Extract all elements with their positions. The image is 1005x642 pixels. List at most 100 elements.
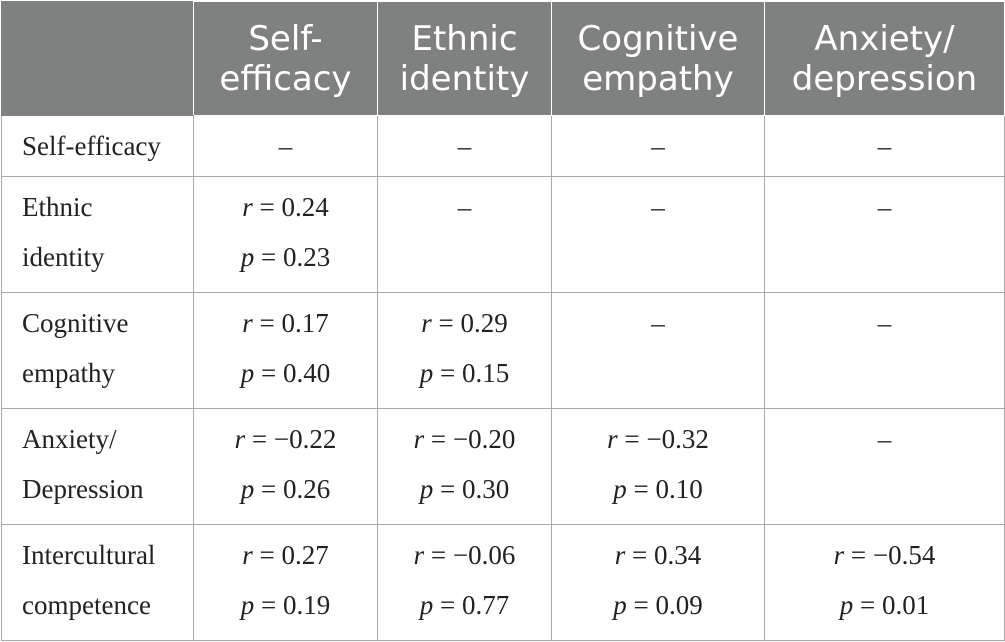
p-value: 0.40: [282, 358, 331, 388]
column-header-line: identity: [399, 58, 530, 99]
r-symbol: r: [242, 540, 253, 570]
table-row: Ethnic identity r = 0.24 p = 0.23 – – –: [1, 176, 1005, 293]
table-cell: r = 0.24 p = 0.23: [193, 176, 378, 293]
row-label-line: Self-efficacy: [22, 131, 161, 161]
correlation-value: 0.24: [281, 192, 329, 222]
equals-sign: =: [433, 590, 462, 620]
empty-cell-dash: –: [877, 192, 892, 222]
p-symbol: p: [240, 358, 255, 388]
correlation-value: −0.22: [273, 424, 337, 454]
equals-sign: =: [254, 590, 283, 620]
p-value-line: p = 0.10: [552, 464, 764, 514]
table-cell: –: [764, 408, 1005, 525]
p-symbol: p: [839, 590, 854, 620]
empty-cell-dash: –: [651, 192, 665, 222]
correlation-line: r = −0.54: [765, 530, 1004, 580]
column-header-line: Cognitive: [577, 18, 739, 59]
correlation-value: −0.32: [646, 424, 709, 454]
table-row: Anxiety/Depression r = −0.22 p = 0.26 r = −…: [1, 408, 1005, 525]
correlation-value: −0.06: [452, 540, 516, 570]
p-symbol: p: [240, 474, 255, 504]
column-header-self-efficacy: Self- efficacy: [193, 1, 378, 116]
column-header-anxiety-depression: Anxiety/ depression: [764, 1, 1005, 116]
correlation-line: r = 0.24: [194, 182, 377, 232]
header-row: Self- efficacy Ethnic identity Cognitive…: [1, 1, 1005, 116]
equals-sign: =: [245, 424, 274, 454]
table-header: Self- efficacy Ethnic identity Cognitive…: [1, 1, 1005, 116]
p-symbol: p: [419, 474, 434, 504]
p-value: 0.23: [282, 242, 331, 272]
row-label-line: competence: [22, 590, 151, 620]
column-header-line: efficacy: [219, 58, 352, 99]
table-cell: –: [764, 292, 1005, 409]
p-value: 0.10: [655, 474, 703, 504]
p-value: 0.15: [461, 358, 510, 388]
table-cell: r = −0.06 p = 0.77: [377, 524, 552, 641]
correlation-value: −0.54: [872, 540, 936, 570]
table-cell: –: [551, 292, 765, 409]
empty-cell-dash: –: [877, 131, 892, 161]
row-label-line: identity: [22, 242, 105, 272]
equals-sign: =: [424, 424, 453, 454]
p-value-line: p = 0.30: [378, 464, 551, 514]
table-cell: r = −0.22 p = 0.26: [193, 408, 378, 525]
correlation-line: r = 0.29: [378, 298, 551, 348]
correlation-line: r = −0.22: [194, 414, 377, 464]
table-cell: r = −0.32 p = 0.10: [551, 408, 765, 525]
r-symbol: r: [413, 424, 425, 454]
p-value-line: p = 0.26: [194, 464, 377, 514]
table-body: Self-efficacy – – – – Ethnic identity r = 0.24 p…: [1, 115, 1005, 641]
table-cell: r = −0.20 p = 0.30: [377, 408, 552, 525]
p-symbol: p: [419, 590, 434, 620]
table-cell: –: [551, 176, 765, 293]
equals-sign: =: [626, 474, 656, 504]
r-symbol: r: [242, 192, 253, 222]
p-value-line: p = 0.77: [378, 580, 551, 630]
empty-cell-dash: –: [457, 192, 472, 222]
equals-sign: =: [844, 540, 873, 570]
equals-sign: =: [252, 308, 282, 338]
row-label: Self-efficacy: [1, 115, 194, 177]
table-row: Self-efficacy – – – –: [1, 115, 1005, 177]
p-value: 0.77: [461, 590, 510, 620]
r-symbol: r: [413, 540, 425, 570]
table-row: Cognitive empathy r = 0.17 p = 0.40 r = 0.29…: [1, 292, 1005, 409]
correlation-value: 0.27: [281, 540, 329, 570]
equals-sign: =: [252, 540, 282, 570]
r-symbol: r: [242, 308, 253, 338]
table-cell: r = 0.17 p = 0.40: [193, 292, 378, 409]
correlation-line: r = 0.34: [552, 530, 764, 580]
empty-cell-dash: –: [877, 308, 892, 338]
empty-cell-dash: –: [278, 131, 293, 161]
column-header-line: Self-: [248, 18, 323, 59]
p-value-line: p = 0.23: [194, 232, 377, 282]
row-label-line: Intercultural: [22, 540, 156, 570]
r-symbol: r: [614, 540, 626, 570]
p-value-line: p = 0.09: [552, 580, 764, 630]
p-value-line: p = 0.01: [765, 580, 1004, 630]
equals-sign: =: [431, 308, 461, 338]
p-value-line: p = 0.40: [194, 348, 377, 398]
table-row: Intercultural competence r = 0.27 p = 0.19 r…: [1, 524, 1005, 641]
equals-sign: =: [433, 474, 462, 504]
table-cell: –: [193, 115, 378, 177]
p-value-line: p = 0.19: [194, 580, 377, 630]
equals-sign: =: [625, 540, 654, 570]
correlation-line: r = −0.06: [378, 530, 551, 580]
correlation-value: 0.29: [460, 308, 508, 338]
empty-cell-dash: –: [877, 424, 892, 454]
correlation-value: −0.20: [452, 424, 516, 454]
p-value: 0.30: [461, 474, 510, 504]
column-header-line: empathy: [582, 58, 734, 99]
row-label: Cognitive empathy: [1, 292, 194, 409]
equals-sign: =: [617, 424, 647, 454]
table-cell: –: [377, 115, 552, 177]
p-value: 0.19: [282, 590, 331, 620]
table-cell: r = 0.27 p = 0.19: [193, 524, 378, 641]
row-label-line: Anxiety/: [22, 424, 117, 454]
row-label: Ethnic identity: [1, 176, 194, 293]
p-symbol: p: [613, 590, 627, 620]
correlation-line: r = 0.27: [194, 530, 377, 580]
p-symbol: p: [613, 474, 627, 504]
r-symbol: r: [833, 540, 845, 570]
